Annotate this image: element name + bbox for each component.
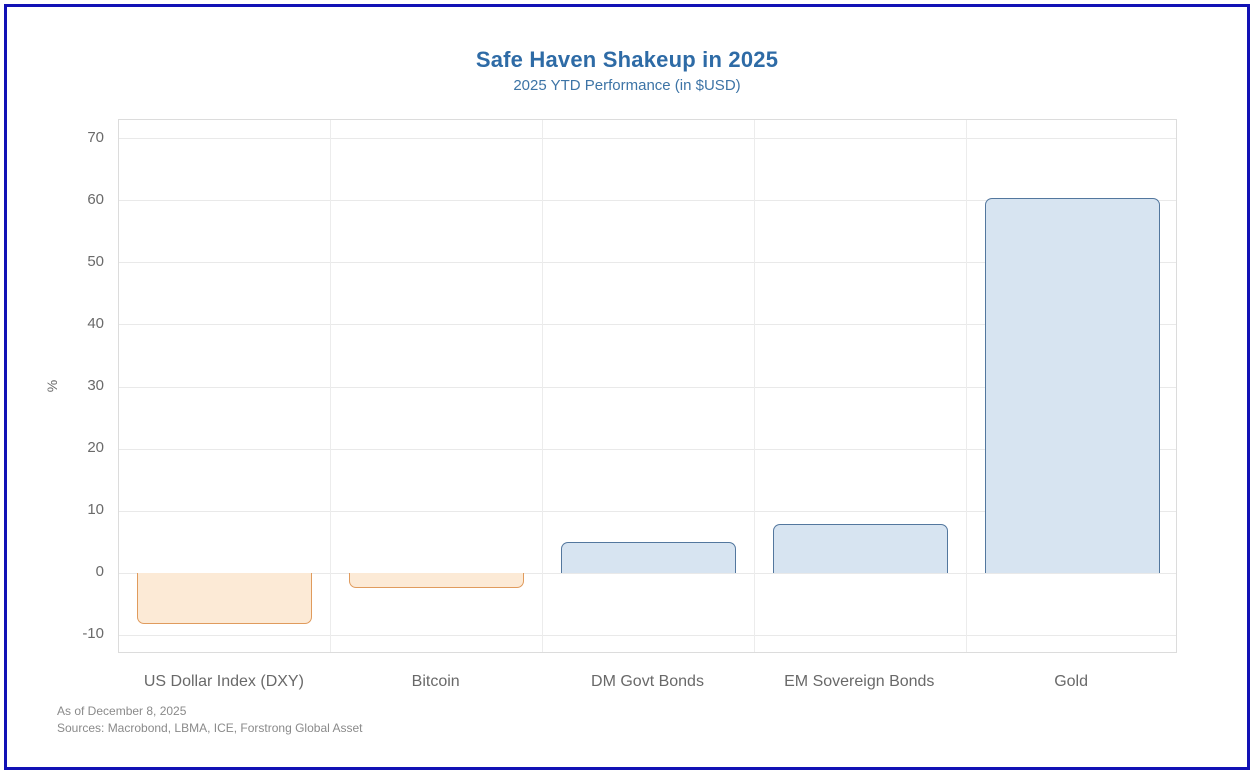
x-category-label: DM Govt Bonds <box>591 673 704 690</box>
y-tick-label: 50 <box>87 252 104 270</box>
x-category-label: US Dollar Index (DXY) <box>143 673 304 690</box>
gridline-vertical <box>753 120 755 652</box>
bar-bitcoin <box>349 573 525 588</box>
gridline-horizontal <box>119 386 1176 388</box>
bar-em-sovereign-bonds <box>772 524 948 574</box>
chart-subtitle: 2025 YTD Performance (in $USD) <box>513 77 741 94</box>
x-category-label: Bitcoin <box>411 673 460 690</box>
y-tick-label: 20 <box>87 439 104 457</box>
chart-title: Safe Haven Shakeup in 2025 <box>475 47 779 72</box>
footnote-sources: Sources: Macrobond, LBMA, ICE, Forstrong… <box>57 721 363 735</box>
gridline-horizontal <box>119 324 1176 326</box>
y-tick-label: 60 <box>87 190 104 208</box>
y-tick-label: 30 <box>87 377 104 394</box>
x-category-label: Gold <box>1054 673 1088 690</box>
gridline-horizontal <box>119 262 1176 264</box>
gridline-vertical <box>330 120 332 652</box>
y-tick-label: 70 <box>87 128 104 146</box>
y-tick-label: -10 <box>82 625 104 643</box>
plot-area <box>118 119 1177 653</box>
gridline-horizontal <box>119 572 1176 574</box>
gridline-horizontal <box>119 510 1176 512</box>
gridline-horizontal <box>119 200 1176 202</box>
footnote-asof: As of December 8, 2025 <box>57 704 187 718</box>
gridline-vertical <box>965 120 967 652</box>
y-tick-label: 10 <box>87 501 104 519</box>
bar-gold <box>984 198 1160 574</box>
gridline-vertical <box>542 120 544 652</box>
y-tick-label: 40 <box>87 314 104 332</box>
gridline-horizontal <box>119 448 1176 450</box>
y-tick-label: 0 <box>95 563 104 581</box>
gridline-horizontal <box>119 138 1176 140</box>
gridline-horizontal <box>119 634 1176 636</box>
bar-us-dollar-index-dxy <box>137 573 313 625</box>
x-category-label: EM Sovereign Bonds <box>784 673 935 690</box>
bar-dm-govt-bonds <box>561 542 736 574</box>
